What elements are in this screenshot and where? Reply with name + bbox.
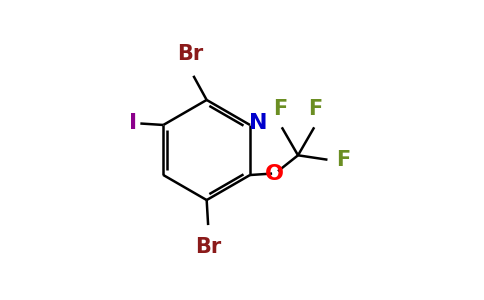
Text: N: N: [249, 112, 268, 133]
Text: Br: Br: [177, 44, 204, 64]
Text: Br: Br: [195, 237, 221, 257]
Text: I: I: [129, 113, 137, 134]
Text: F: F: [336, 150, 350, 170]
Text: F: F: [309, 99, 323, 119]
Text: O: O: [265, 164, 284, 184]
Text: F: F: [273, 99, 287, 119]
